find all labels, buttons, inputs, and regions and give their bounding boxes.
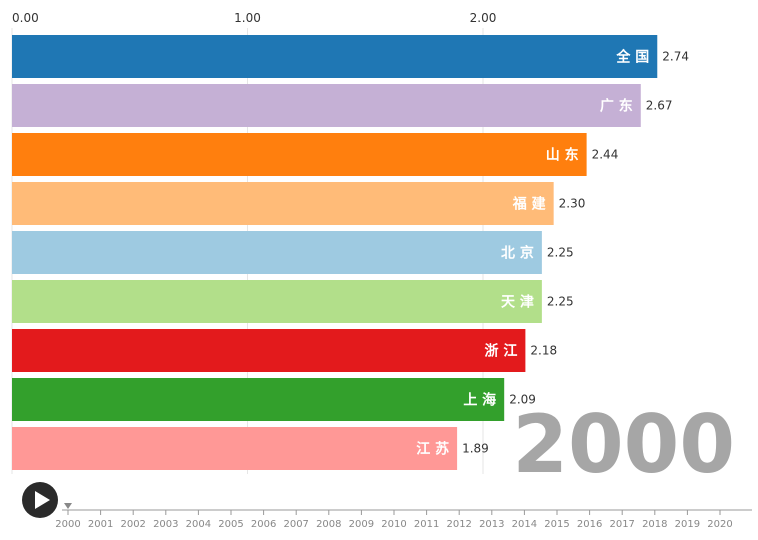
bar-value-label: 2.44 <box>592 148 619 162</box>
bar-group: 浙 江 2.18 <box>12 329 557 372</box>
timeline-year-label[interactable]: 2018 <box>642 519 667 530</box>
timeline-year-label[interactable]: 2011 <box>414 519 439 530</box>
timeline: 2000 2001 2002 2003 2004 2005 2006 2007 2008 2009… <box>55 503 752 530</box>
bar-value-label: 2.25 <box>547 295 574 309</box>
bar-value-label: 2.18 <box>530 344 557 358</box>
bar <box>12 231 542 274</box>
bar-group: 福 建 2.30 <box>12 182 585 225</box>
bar-category-label: 福 建 <box>512 196 546 213</box>
bar-category-label: 天 津 <box>501 294 534 311</box>
bar <box>12 329 526 372</box>
play-button[interactable] <box>22 482 58 518</box>
bar-category-label: 全 国 <box>615 49 649 66</box>
play-icon <box>35 491 50 509</box>
timeline-year-label[interactable]: 2020 <box>707 519 732 530</box>
timeline-year-label[interactable]: 2000 <box>55 519 80 530</box>
x-tick-label: 0.00 <box>12 11 39 25</box>
timeline-year-label[interactable]: 2004 <box>186 519 211 530</box>
timeline-year-label[interactable]: 2012 <box>446 519 471 530</box>
current-year-label: 2000 <box>512 398 735 491</box>
bar-category-label: 广 东 <box>600 98 633 115</box>
timeline-year-label[interactable]: 2008 <box>316 519 341 530</box>
timeline-year-label[interactable]: 2019 <box>675 519 700 530</box>
timeline-year-label[interactable]: 2016 <box>577 519 602 530</box>
x-tick-label: 1.00 <box>234 11 261 25</box>
timeline-year-label[interactable]: 2015 <box>544 519 569 530</box>
bar-group: 天 津 2.25 <box>12 280 574 323</box>
bars: 全 国 2.74 广 东 2.67 山 东 2.44 福 建 2.30 北 京 2.25 天 津 2.… <box>12 35 689 470</box>
bar-group: 江 苏 1.89 <box>12 427 489 470</box>
bar-category-label: 上 海 <box>463 392 496 409</box>
bar-category-label: 浙 江 <box>485 343 518 360</box>
bar-category-label: 山 东 <box>546 147 579 164</box>
bar <box>12 84 641 127</box>
timeline-year-label[interactable]: 2001 <box>88 519 113 530</box>
timeline-year-label[interactable]: 2010 <box>381 519 406 530</box>
bar-group: 上 海 2.09 <box>12 378 536 421</box>
timeline-year-label[interactable]: 2003 <box>153 519 178 530</box>
timeline-year-label[interactable]: 2009 <box>349 519 374 530</box>
bar-group: 山 东 2.44 <box>12 133 618 176</box>
bar-value-label: 2.74 <box>662 50 689 64</box>
timeline-year-label[interactable]: 2017 <box>609 519 634 530</box>
bar <box>12 280 542 323</box>
timeline-year-label[interactable]: 2005 <box>218 519 243 530</box>
bar-value-label: 2.09 <box>509 393 536 407</box>
bar-category-label: 江 苏 <box>416 441 449 458</box>
bar-value-label: 2.67 <box>646 99 673 113</box>
bar-group: 广 东 2.67 <box>12 84 673 127</box>
timeline-year-label[interactable]: 2014 <box>512 519 537 530</box>
bar <box>12 427 458 470</box>
bar-value-label: 2.30 <box>559 197 586 211</box>
bar <box>12 182 554 225</box>
bar-group: 全 国 2.74 <box>12 35 689 78</box>
bar <box>12 378 505 421</box>
timeline-year-label[interactable]: 2007 <box>283 519 308 530</box>
bar-group: 北 京 2.25 <box>12 231 574 274</box>
bar-value-label: 1.89 <box>462 442 489 456</box>
timeline-handle[interactable] <box>64 503 72 509</box>
x-axis: 0.00 1.00 2.00 <box>12 11 496 25</box>
x-tick-label: 2.00 <box>470 11 497 25</box>
bar <box>12 35 658 78</box>
bar-value-label: 2.25 <box>547 246 574 260</box>
timeline-year-label[interactable]: 2006 <box>251 519 276 530</box>
bar-category-label: 北 京 <box>501 245 534 262</box>
timeline-year-label[interactable]: 2013 <box>479 519 504 530</box>
timeline-year-label[interactable]: 2002 <box>120 519 145 530</box>
bar <box>12 133 587 176</box>
